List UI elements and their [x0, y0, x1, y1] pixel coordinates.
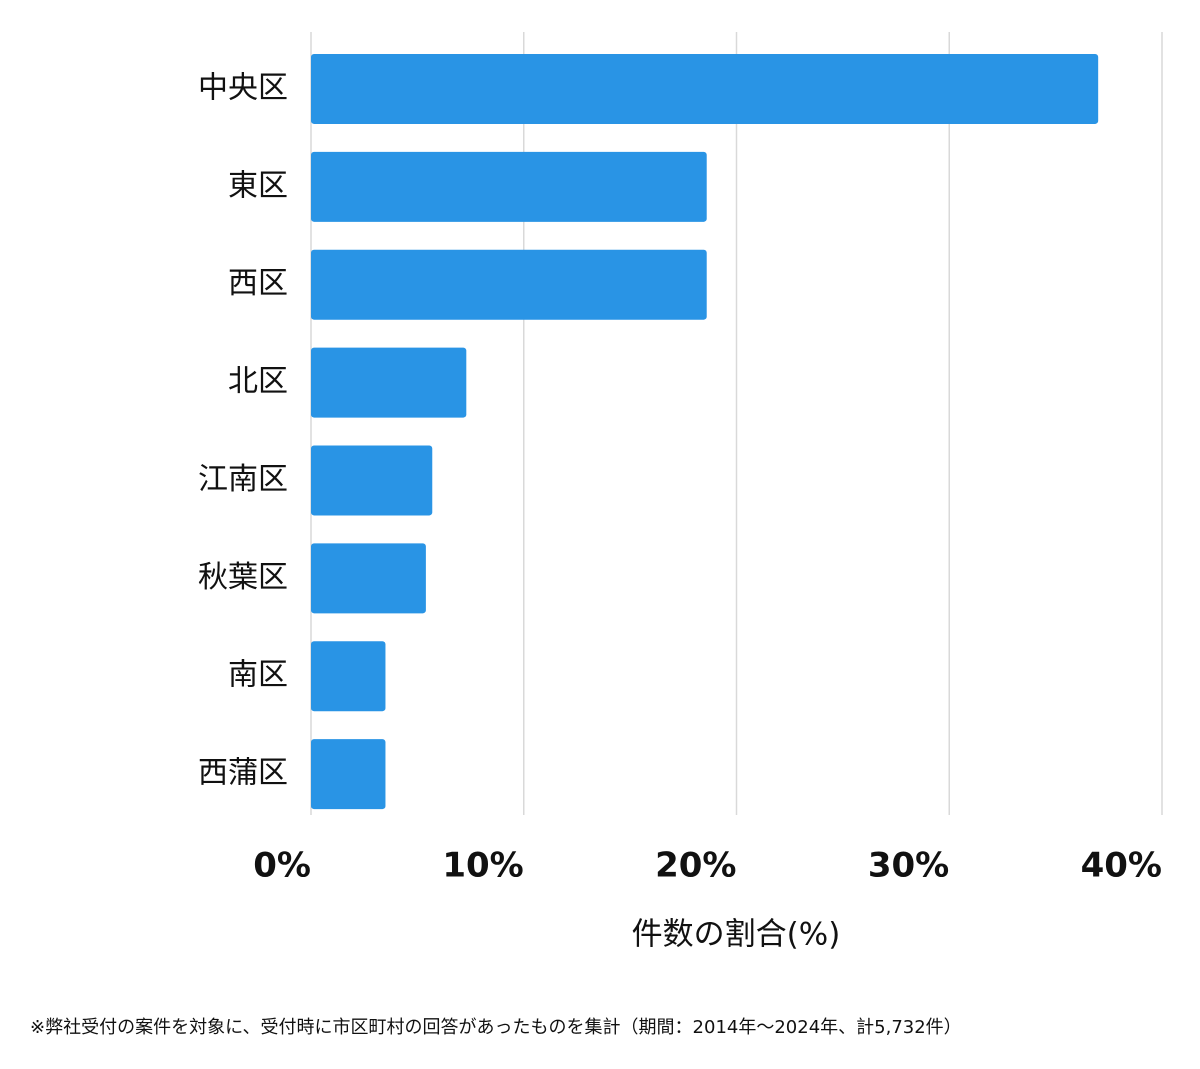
bar	[311, 543, 426, 614]
y-tick-label: 秋葉区	[198, 560, 288, 595]
x-axis-title: 件数の割合(%)	[632, 917, 841, 953]
y-tick-label: 江南区	[198, 462, 288, 497]
y-tick-label: 北区	[228, 364, 288, 399]
bar	[311, 641, 386, 712]
bar	[311, 347, 467, 418]
y-tick-label: 西区	[228, 266, 288, 301]
y-tick-label: 中央区	[198, 70, 288, 105]
bar	[311, 739, 386, 810]
bar	[311, 445, 433, 516]
bar	[311, 249, 707, 320]
x-tick-label: 0%	[253, 846, 311, 886]
x-tick-label: 20%	[655, 846, 736, 886]
bar	[311, 151, 707, 222]
x-tick-label: 10%	[442, 846, 523, 886]
footnote: ※弊社受付の案件を対象に、受付時に市区町村の回答があったものを集計（期間：201…	[30, 1017, 962, 1038]
x-tick-label: 40%	[1081, 846, 1162, 886]
x-tick-label: 30%	[868, 846, 949, 886]
y-tick-label: 東区	[228, 168, 288, 203]
y-tick-label: 南区	[228, 658, 288, 693]
bar	[311, 53, 1099, 124]
y-tick-label: 西蒲区	[198, 756, 288, 791]
